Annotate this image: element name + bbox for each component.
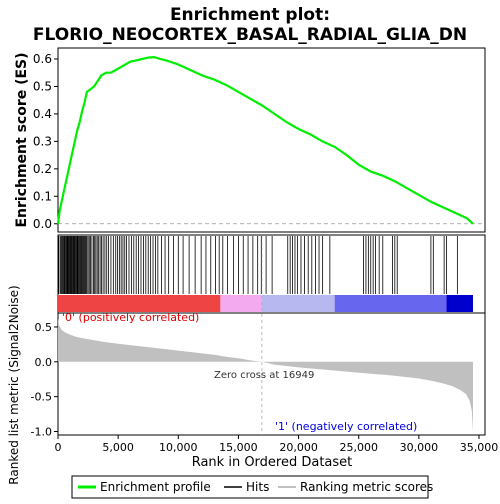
legend-label-hits: Hits (246, 480, 269, 494)
es-panel-frame (57, 47, 486, 233)
legend: Enrichment profile Hits Ranking metric s… (71, 475, 433, 499)
es-y-tick-label: 0.5 (33, 79, 52, 93)
heatmap-band (58, 295, 221, 312)
es-line-group (56, 55, 474, 225)
metric-y-axis: -1.0 -0.5 0.0 0.5 (31, 321, 58, 439)
x-tick-label: 20,000 (279, 441, 318, 454)
metric-y-tick-label: 0.0 (35, 356, 53, 369)
metric-y-tick-label: 0.5 (35, 321, 53, 334)
x-tick-label: 25,000 (339, 441, 378, 454)
zero-cross-label: Zero cross at 16949 (214, 370, 314, 381)
es-y-tick-label: 0.3 (33, 134, 52, 148)
hit-lines-group (58, 236, 458, 294)
es-y-tick-label: 0.6 (33, 52, 52, 66)
plot-title-line2: FLORIO_NEOCORTEX_BASAL_RADIAL_GLIA_DN (33, 25, 467, 45)
metric-area-group (58, 236, 473, 435)
heatmap-band (261, 295, 335, 312)
heatmap-band (446, 295, 473, 312)
legend-label-metric: Ranking metric scores (300, 480, 433, 494)
x-axis-label: Rank in Ordered Dataset (192, 455, 353, 470)
x-tick-label: 5,000 (102, 441, 134, 454)
x-tick-label: 15,000 (219, 441, 258, 454)
metric-y-tick-label: -0.5 (31, 391, 52, 404)
heatmap-band (334, 295, 447, 312)
x-tick-label: 10,000 (159, 441, 198, 454)
es-y-axis-label: Enrichment score (ES) (14, 52, 30, 227)
metric-x-axis: 0 5,000 10,000 15,000 20,000 25,000 30,000 35,0… (55, 435, 499, 454)
es-y-tick-label: 0.0 (33, 217, 52, 231)
es-y-tick-label: 0.4 (33, 107, 52, 121)
legend-label-es: Enrichment profile (100, 480, 211, 494)
rank-heatmap-bar (58, 295, 473, 312)
metric-y-axis-label: Ranked list metric (Signal2Noise) (7, 285, 21, 484)
metric-y-tick-label: -1.0 (31, 426, 52, 439)
es-line (56, 55, 474, 225)
legend-box (71, 475, 429, 499)
x-tick-label: 35,000 (460, 441, 499, 454)
plot-title-line1: Enrichment plot: (170, 5, 330, 25)
positive-correlation-label: '0' (positively correlated) (62, 311, 199, 324)
es-y-tick-label: 0.1 (33, 189, 52, 203)
metric-area (58, 318, 473, 432)
es-y-axis: 0.0 0.1 0.2 0.3 0.4 0.5 0.6 (33, 52, 485, 231)
x-tick-label: 30,000 (400, 441, 439, 454)
es-y-tick-label: 0.2 (33, 162, 52, 176)
heatmap-band (220, 295, 262, 312)
x-tick-label: 0 (55, 441, 62, 454)
negative-correlation-label: '1' (negatively correlated) (275, 420, 417, 433)
